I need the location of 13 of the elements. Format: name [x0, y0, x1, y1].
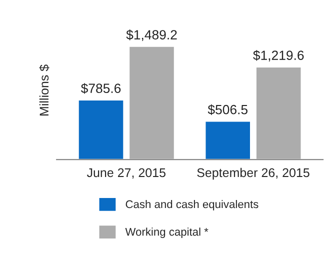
data-label: $506.5	[208, 104, 248, 116]
data-label: $1,219.6	[253, 50, 304, 62]
x-tick-label: June 27, 2015	[86, 168, 166, 179]
bar	[255, 66, 302, 160]
legend-label: Cash and cash equivalents	[126, 200, 258, 210]
y-axis-title: Millions $	[39, 64, 50, 116]
data-label: $785.6	[80, 83, 121, 94]
legend-label: Working capital *	[125, 228, 208, 238]
x-tick-label: September 26, 2015	[197, 168, 310, 180]
data-label: $1,489.2	[126, 30, 177, 42]
bar	[77, 99, 125, 160]
bar	[204, 120, 252, 160]
bar	[128, 46, 176, 160]
